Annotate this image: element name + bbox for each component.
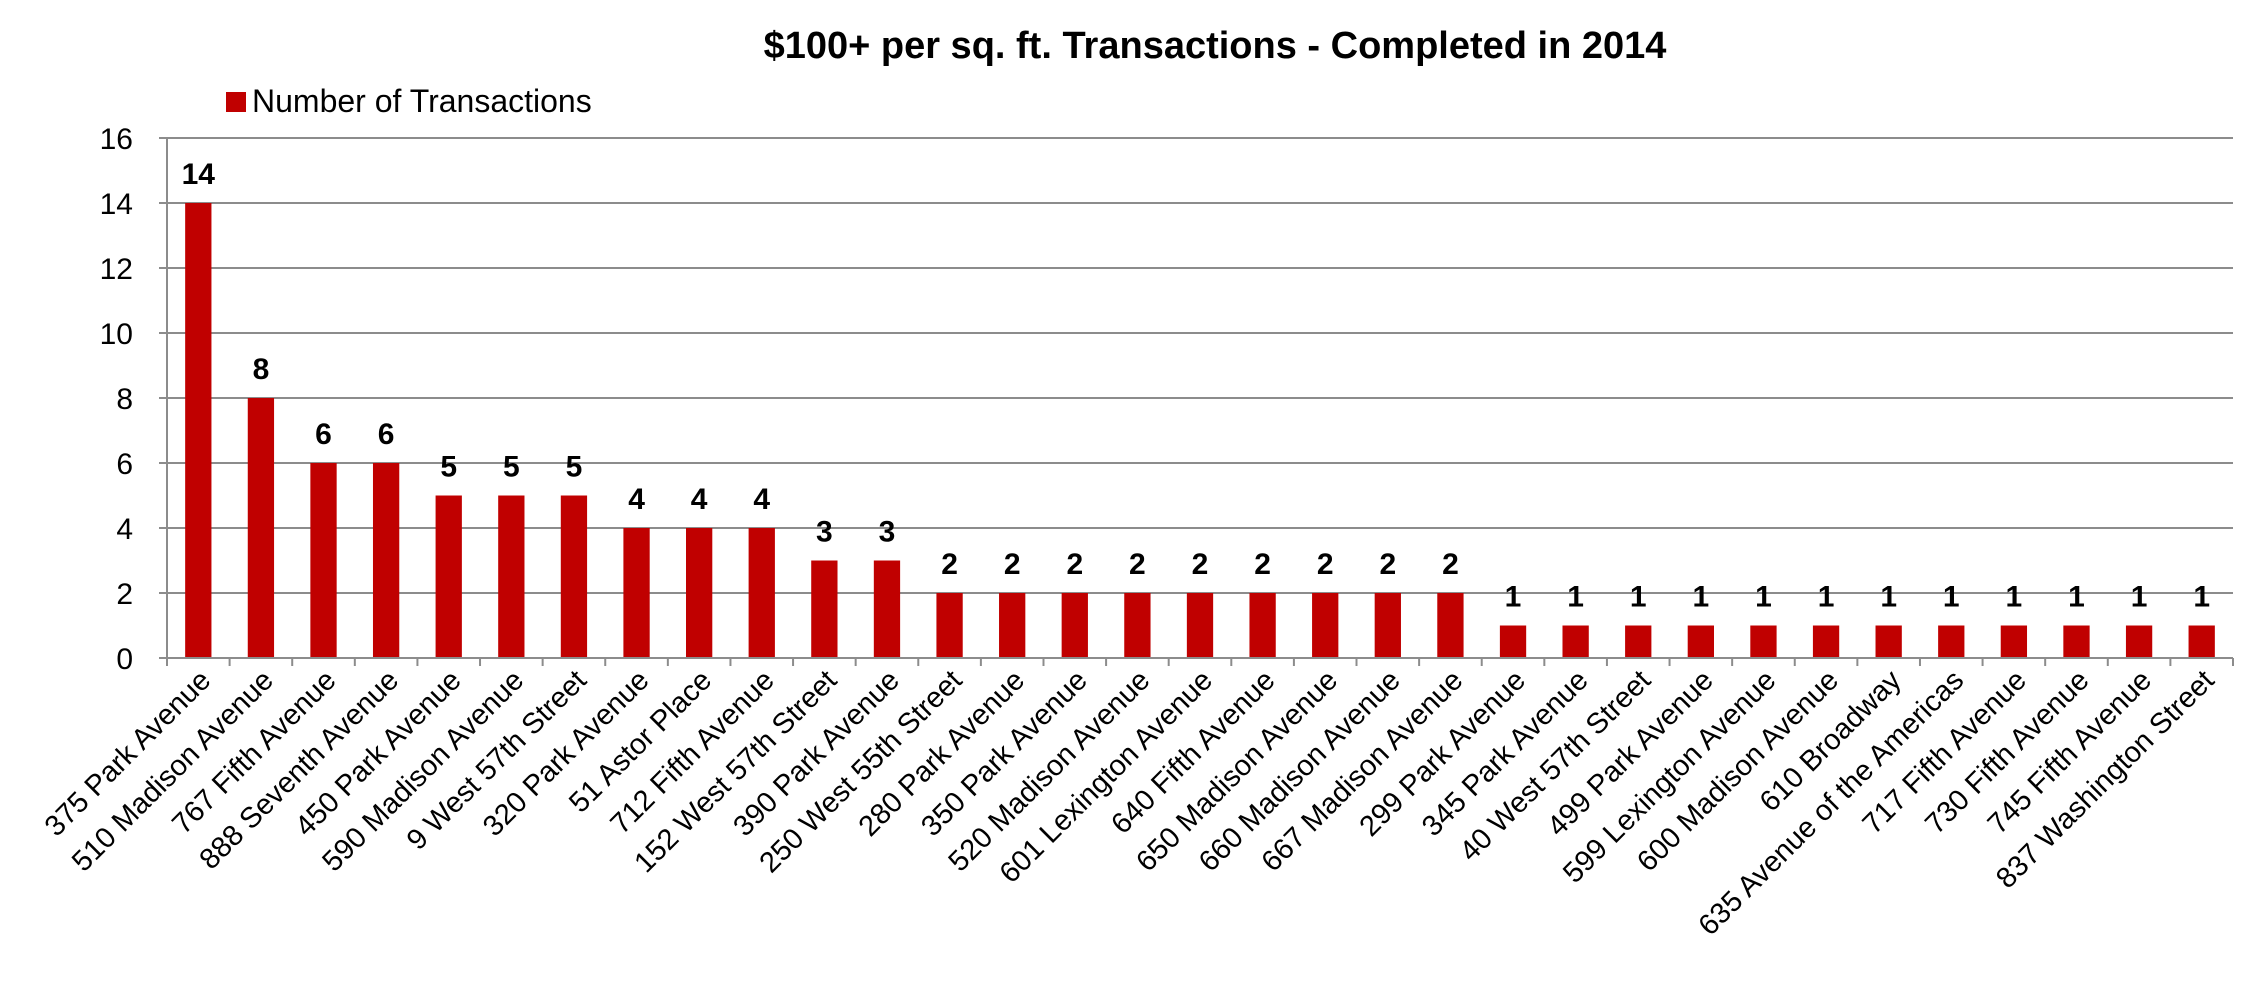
bar: [1061, 593, 1088, 658]
gridlines: [167, 137, 2233, 594]
bar: [1312, 593, 1339, 658]
data-label: 1: [1567, 581, 1584, 614]
bar: [1875, 625, 1902, 658]
data-label: 6: [378, 418, 395, 451]
bars: [185, 203, 2215, 658]
bar: [435, 495, 462, 658]
bar: [686, 528, 713, 658]
data-label: 5: [566, 451, 583, 484]
bar: [2063, 625, 2090, 658]
data-label: 1: [2131, 581, 2148, 614]
bar: [1750, 625, 1777, 658]
data-label: 1: [1880, 581, 1897, 614]
data-label: 1: [1943, 581, 1960, 614]
y-tick-label: 14: [100, 188, 133, 221]
bar: [1812, 625, 1840, 658]
y-tick-label: 0: [116, 643, 133, 676]
data-label: 2: [941, 548, 958, 581]
bar: [1437, 593, 1464, 658]
bar: [310, 463, 337, 658]
data-label: 2: [1066, 548, 1083, 581]
data-label: 1: [2068, 581, 2085, 614]
legend-swatch: [226, 92, 246, 112]
data-label: 2: [1317, 548, 1334, 581]
data-label: 6: [315, 418, 332, 451]
bar: [811, 560, 838, 658]
bar: [2125, 625, 2153, 658]
bar: [936, 593, 963, 658]
bar: [372, 463, 400, 658]
bar: [2000, 625, 2028, 658]
data-label: 2: [1379, 548, 1396, 581]
data-label: 1: [1630, 581, 1647, 614]
data-label: 1: [1755, 581, 1772, 614]
data-label: 14: [182, 158, 216, 191]
bar: [623, 528, 650, 658]
y-tick-label: 16: [100, 123, 133, 156]
data-label: 1: [2193, 581, 2210, 614]
bar: [748, 528, 775, 658]
chart-title: $100+ per sq. ft. Transactions - Complet…: [764, 25, 1667, 67]
data-label: 4: [628, 483, 645, 516]
data-label: 5: [440, 451, 457, 484]
data-label: 1: [1818, 581, 1835, 614]
bar: [999, 593, 1026, 658]
bar: [498, 495, 525, 658]
bar: [1124, 593, 1151, 658]
bar: [1687, 625, 1714, 658]
bar: [1938, 625, 1965, 658]
y-tick-label: 6: [116, 448, 133, 481]
data-label: 4: [753, 483, 770, 516]
y-tick-label: 12: [100, 253, 133, 286]
legend-label: Number of Transactions: [252, 83, 592, 119]
legend: Number of Transactions: [226, 83, 592, 119]
bar: [1374, 593, 1401, 658]
data-label: 1: [1505, 581, 1522, 614]
data-label: 2: [1442, 548, 1459, 581]
bar: [2188, 625, 2215, 658]
data-label: 4: [691, 483, 708, 516]
bar: [1499, 625, 1527, 658]
data-label: 3: [816, 516, 833, 549]
data-label: 2: [1254, 548, 1271, 581]
data-label: 1: [2006, 581, 2023, 614]
y-axis: 0 2 4 6 8 10 12 14 16: [100, 123, 168, 676]
data-label: 3: [879, 516, 896, 549]
data-label: 2: [1192, 548, 1209, 581]
y-tick-label: 2: [116, 578, 133, 611]
bar: [247, 398, 275, 658]
y-tick-label: 4: [116, 513, 133, 546]
data-label: 8: [253, 353, 270, 386]
data-label: 1: [1693, 581, 1710, 614]
bar: [1562, 625, 1589, 658]
y-tick-label: 8: [116, 383, 133, 416]
bar: [1625, 625, 1652, 658]
data-label: 5: [503, 451, 520, 484]
bar: [1186, 593, 1214, 658]
bar: [560, 495, 588, 658]
data-labels: 14 8 6 6 5 5 5 4 4 4 3 3 2 2 2 2 2 2 2 2 2 1 1 1 1 1 1 1 1 1 1 1 1: [182, 158, 2210, 614]
data-label: 2: [1004, 548, 1021, 581]
bar: [1249, 593, 1276, 658]
bar: [873, 560, 901, 658]
data-label: 2: [1129, 548, 1146, 581]
bar: [185, 203, 212, 658]
y-tick-label: 10: [100, 318, 133, 351]
